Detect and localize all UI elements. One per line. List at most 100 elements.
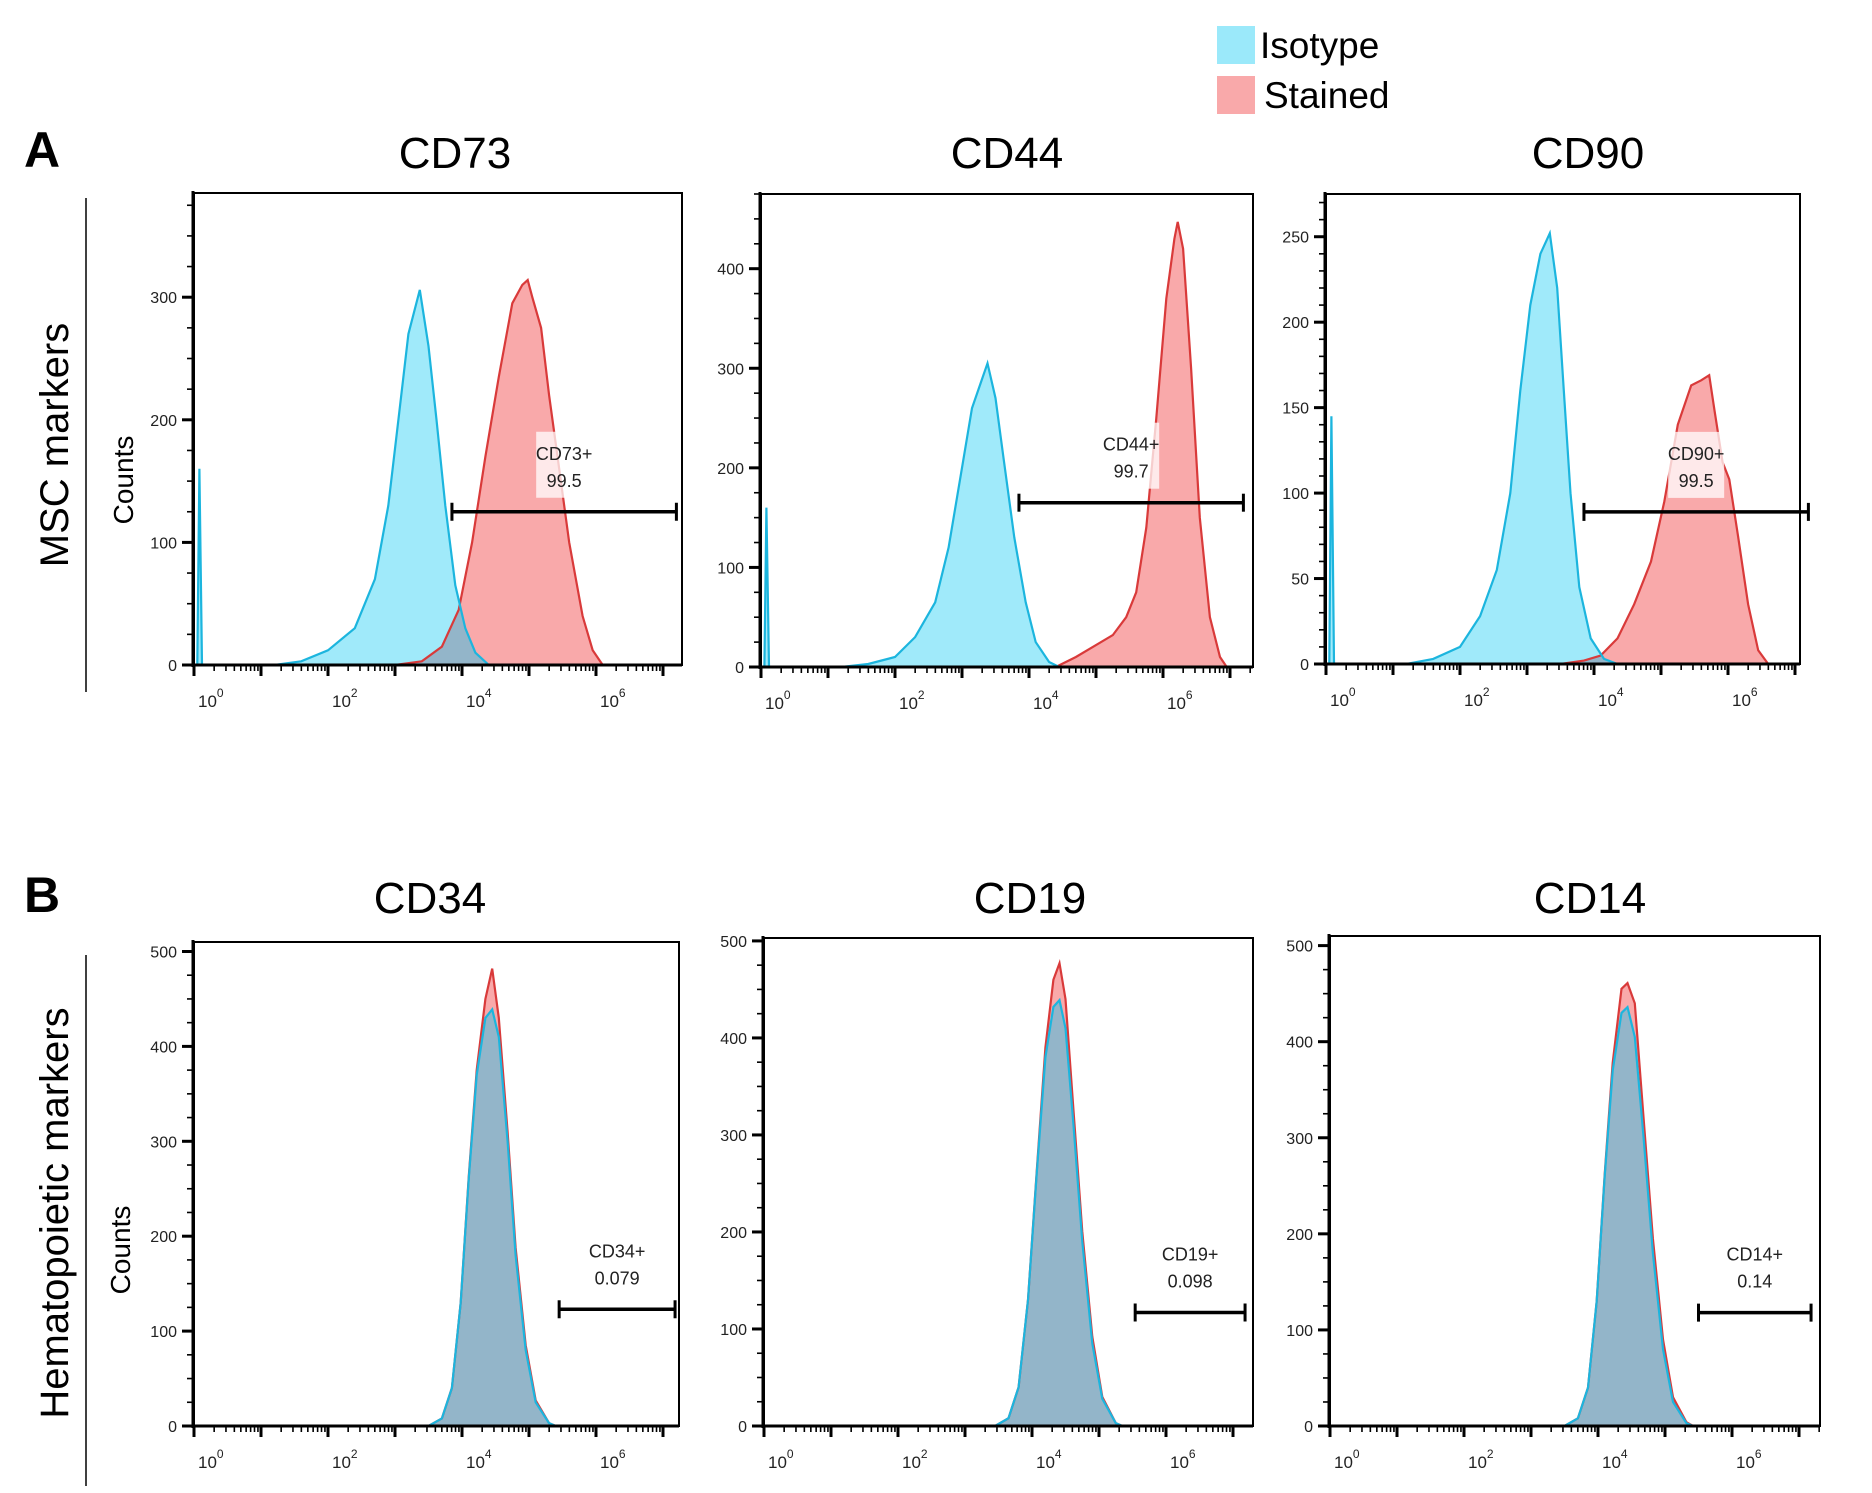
y-tick-label: 500 [1286,939,1313,956]
x-tick-label: 104 [466,686,492,711]
panel-title: CD14 [1534,874,1647,923]
gate-name: CD14+ [1727,1245,1784,1265]
gate-cd19-positive[interactable]: CD19+ 0.098 [1133,1244,1247,1322]
gate-name: CD73+ [536,444,593,464]
legend: Isotype Stained [1217,25,1390,116]
y-axis-label: Counts [108,436,139,525]
x-tick-label: 104 [466,1447,492,1472]
plot-area [427,968,557,1426]
gate-cd34-positive[interactable]: CD34+ 0.079 [557,1241,677,1319]
x-tick-label: 102 [332,686,358,711]
x-tick-label: 102 [1464,685,1490,710]
histogram-panel-cd34: CD34 Counts 0 100 200 300 400 500 100 102 104 106 CD… [105,874,680,1472]
series-stained-fill [1560,375,1769,664]
x-tick-label: 104 [1598,685,1624,710]
x-tick-label: 100 [198,1447,224,1472]
y-tick-label: 300 [150,1134,177,1151]
gate-label-background [1668,431,1725,498]
plot-frame [763,937,1254,1427]
x-tick-label: 106 [1732,685,1758,710]
panel-title: CD34 [374,874,487,923]
x-tick-label: 106 [1167,688,1193,713]
series-isotype-line [994,997,1123,1426]
gate-value: 0.14 [1737,1272,1772,1292]
plot-area [1563,981,1694,1426]
gate-cd44-positive[interactable]: CD44+ 99.7 [1017,422,1245,512]
x-tick-label: 102 [899,688,925,713]
gate-name: CD90+ [1668,444,1725,464]
y-tick-label: 100 [1286,1323,1313,1340]
series-isotype-fill [428,1009,556,1426]
gate-value: 0.098 [1168,1271,1213,1291]
y-tick-label: 400 [717,262,744,279]
histogram-panel-cd90: CD90 0 50 100 150 200 250 100 102 104 106 CD90+ 99.5 [1282,129,1810,710]
legend-label-stained: Stained [1264,75,1390,116]
series-stained-line [1560,373,1770,664]
y-tick-label: 300 [717,361,744,378]
series-isotype-fill [995,1000,1123,1426]
series-isotype-line [196,289,490,665]
plot-area [994,958,1123,1426]
series-isotype-fill [1329,233,1618,664]
y-tick-label: 200 [150,413,177,430]
gate-value: 99.5 [547,471,582,491]
y-tick-label: 0 [1300,657,1309,674]
y-tick-label: 100 [1282,486,1309,503]
y-tick-label: 0 [168,658,177,675]
gate-value: 0.079 [595,1268,640,1288]
y-tick-label: 300 [1286,1131,1313,1148]
series-isotype-fill [1564,1007,1694,1426]
y-tick-label: 500 [150,944,177,961]
series-stained-fill [395,280,603,665]
gate-name: CD19+ [1162,1244,1219,1264]
x-tick-label: 106 [1736,1447,1762,1472]
gate-cd14-positive[interactable]: CD14+ 0.14 [1697,1245,1813,1322]
x-tick-label: 106 [600,1447,626,1472]
gate-label-background [1103,422,1160,489]
series-isotype-line [763,359,1060,667]
y-tick-label: 100 [150,1324,177,1341]
plot-frame [193,941,680,1427]
histogram-panel-cd14: CD14 0 100 200 300 400 500 100 102 104 106 CD14+ 0.1… [1286,874,1821,1472]
histogram-panel-cd73: CD73 Counts 0 100 200 300 100 102 104 106 CD73+ 99.… [108,129,683,711]
y-tick-label: 300 [150,290,177,307]
gate-value: 99.5 [1679,471,1714,491]
panel-title: CD44 [951,129,1064,178]
x-tick-label: 100 [765,688,791,713]
panel-title: CD90 [1532,129,1645,178]
y-tick-label: 200 [720,1225,747,1242]
legend-swatch-stained [1217,76,1255,114]
y-tick-label: 400 [720,1031,747,1048]
y-tick-label: 200 [150,1229,177,1246]
legend-label-isotype: Isotype [1260,25,1379,66]
x-tick-label: 102 [1468,1447,1494,1472]
series-isotype-fill [764,363,1060,667]
y-tick-label: 200 [1282,315,1309,332]
panel-title: CD73 [399,129,512,178]
plot-frame [1329,935,1821,1427]
x-tick-label: 104 [1033,688,1059,713]
y-tick-label: 50 [1291,572,1309,589]
gate-name: CD44+ [1103,435,1160,455]
row-label-hematopoietic: Hematopoietic markers [33,1007,77,1418]
gate-cd73-positive[interactable]: CD73+ 99.5 [450,431,678,521]
series-stained-line [394,277,604,665]
panel-title: CD19 [974,874,1087,923]
gate-cd90-positive[interactable]: CD90+ 99.5 [1582,431,1810,521]
y-tick-label: 250 [1282,230,1309,247]
x-tick-label: 104 [1036,1447,1062,1472]
legend-swatch-isotype [1217,26,1255,64]
panel-letter-b: B [24,867,60,923]
series-isotype-fill [197,289,489,665]
x-tick-label: 100 [1334,1447,1360,1472]
series-stained-fill [1055,221,1227,667]
plot-area [763,221,1228,667]
gate-value: 99.7 [1114,462,1149,482]
gate-name: CD34+ [589,1241,646,1261]
y-tick-label: 500 [720,934,747,951]
y-tick-label: 100 [150,535,177,552]
y-tick-label: 200 [1286,1227,1313,1244]
y-tick-label: 400 [150,1039,177,1056]
y-tick-label: 200 [717,461,744,478]
